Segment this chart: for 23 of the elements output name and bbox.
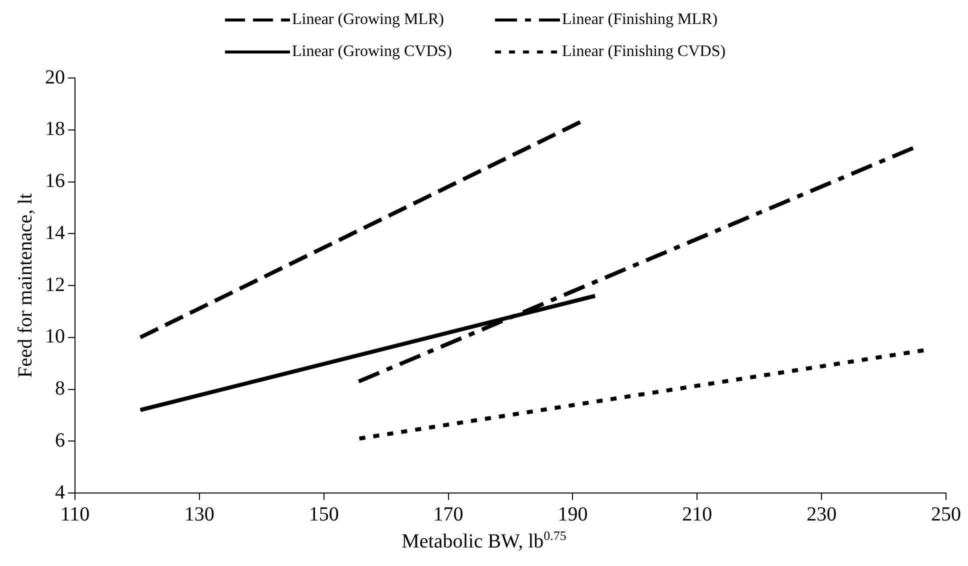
y-tick-label: 6	[55, 429, 65, 452]
x-tick-label: 190	[558, 503, 588, 526]
y-axis-title: Feed for maintenace, lt	[14, 192, 36, 378]
x-axis-title: Metabolic BW, lb$^{0.75}$	[400, 528, 568, 554]
legend-label: Linear (Finishing CVDS)	[562, 43, 726, 60]
legend-label: Linear (Growing MLR)	[292, 11, 444, 28]
x-tick-label: 170	[433, 503, 464, 526]
y-tick-label: 8	[55, 378, 65, 400]
y-tick-label: 12	[45, 274, 65, 296]
x-tick-label: 130	[184, 503, 214, 526]
legend-label: Linear (Growing CVDS)	[292, 43, 452, 60]
x-tick-label: 250	[931, 503, 961, 526]
x-tick-label: 150	[308, 503, 339, 526]
y-tick-label: 20	[45, 66, 65, 88]
y-tick-label: 4	[55, 481, 65, 504]
y-tick-label: 10	[45, 326, 65, 348]
x-tick-label: 210	[682, 503, 712, 526]
y-tick-label: 18	[45, 118, 65, 140]
legend-label: Linear (Finishing MLR)	[562, 11, 718, 28]
y-tick-label: 16	[45, 170, 65, 192]
y-tick-label: 14	[45, 222, 65, 244]
x-tick-label: 230	[806, 503, 837, 526]
x-tick-label: 110	[60, 503, 90, 526]
